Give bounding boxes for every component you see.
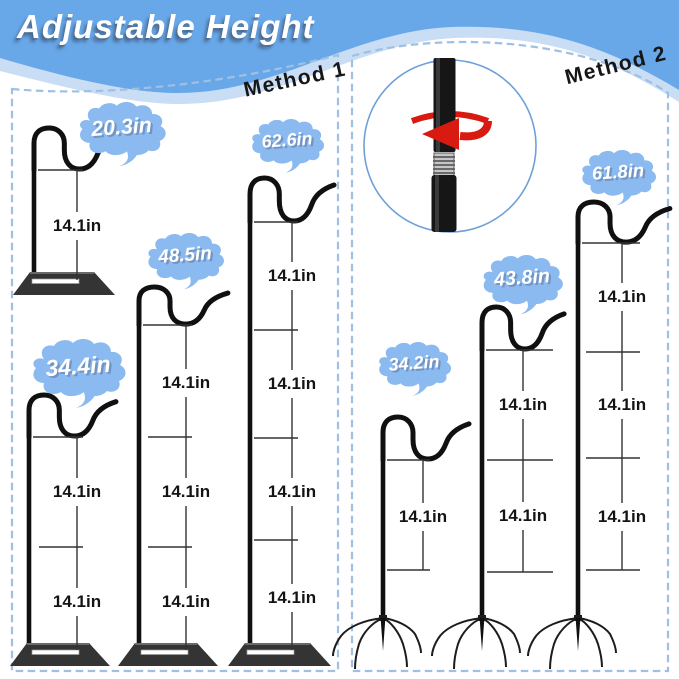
- measure-m1-h20: [38, 169, 83, 280]
- segment-length-label: 14.1in: [267, 266, 317, 285]
- segment-length-label: 14.1in: [52, 216, 102, 235]
- base-plate: [118, 643, 218, 666]
- hook-head: [575, 199, 673, 246]
- hook-head: [380, 414, 472, 463]
- height-value: 34.2in: [387, 351, 441, 375]
- shepherd-hook-m1-h62: [228, 175, 337, 666]
- height-callout-m1-h48: 48.5in: [144, 233, 226, 290]
- threaded-joint-icon: [433, 152, 455, 177]
- cloud-shape: [252, 119, 325, 173]
- segment-length-label: 14.1in: [398, 507, 448, 526]
- height-callout-m1-h34: 34.4in: [28, 339, 128, 409]
- stake-spike: [479, 618, 485, 651]
- cloud-shape: [79, 101, 166, 167]
- segment-length-label: 14.1in: [597, 507, 647, 526]
- segment-length-label: 14.1in: [267, 482, 317, 501]
- height-value: 61.8in: [591, 158, 645, 184]
- segment-length-label: 14.1in: [597, 395, 647, 414]
- shepherd-hook-m1-h34: [10, 392, 119, 666]
- plate-foot-bar: [31, 278, 80, 284]
- segment-length-label: 14.1in: [498, 395, 548, 414]
- header-wave-main: [0, 0, 679, 93]
- height-value: 20.3in: [89, 112, 153, 142]
- hook-head: [136, 284, 231, 328]
- cloud-shape: [379, 342, 452, 396]
- height-callout-m1-h62: 62.6in: [248, 119, 326, 174]
- segment-length-label: 14.1in: [267, 588, 317, 607]
- cloud-shape: [148, 233, 224, 290]
- shepherd-hook-m1-h20: [13, 125, 124, 295]
- shepherd-hook-m2-h43: [431, 304, 567, 670]
- plate-foot-bar: [246, 649, 295, 655]
- height-value: 34.4in: [44, 350, 112, 382]
- height-value: 43.8in: [493, 264, 551, 291]
- base-plate: [228, 643, 331, 666]
- shepherd-hook-m1-h48: [118, 284, 231, 666]
- hook-head: [479, 304, 567, 353]
- segment-length-label: 14.1in: [498, 506, 548, 525]
- shepherd-hook-m2-h61: [527, 199, 673, 670]
- plate-foot-bar: [140, 649, 189, 655]
- plate-foot-bar: [31, 649, 80, 655]
- lower-pole: [431, 175, 457, 232]
- segment-length-label: 14.1in: [161, 592, 211, 611]
- rotate-arrow-front: [459, 120, 492, 141]
- rotate-arrow-head-icon: [422, 118, 459, 150]
- measure-m2-h34: [387, 459, 430, 571]
- height-callout-m1-h20: 20.3in: [75, 101, 168, 167]
- measure-m2-h43: [486, 349, 553, 573]
- segment-length-label: 14.1in: [161, 482, 211, 501]
- panel-method2-border: [350, 40, 670, 673]
- stake-spike: [380, 618, 386, 651]
- hook-head: [26, 392, 119, 440]
- panel-method1-border: [10, 53, 340, 673]
- measure-m1-h48: [143, 324, 192, 650]
- height-callout-m2-h61: 61.8in: [578, 149, 658, 206]
- segment-length-label: 14.1in: [52, 592, 102, 611]
- pole-connection-detail: [363, 58, 537, 233]
- measure-m2-h61: [582, 242, 640, 571]
- base-plate: [13, 272, 115, 295]
- height-value: 48.5in: [157, 242, 213, 267]
- segment-length-label: 14.1in: [597, 287, 647, 306]
- cloud-shape: [33, 339, 126, 408]
- cloud-shape: [483, 254, 563, 315]
- segment-length-label: 14.1in: [267, 374, 317, 393]
- hook-head: [247, 175, 337, 225]
- shepherd-hook-m2-h34: [332, 414, 472, 670]
- stake-spike: [575, 618, 581, 651]
- measure-m1-h62: [254, 221, 298, 650]
- measure-m1-h34: [33, 436, 83, 650]
- page-title: Adjustable Height: [17, 8, 315, 45]
- segment-length-label: 14.1in: [161, 373, 211, 392]
- ground-stake: [431, 615, 521, 670]
- base-plate: [10, 643, 110, 666]
- ground-stake: [527, 615, 617, 670]
- ground-stake: [332, 615, 422, 670]
- height-callout-m2-h34: 34.2in: [375, 342, 453, 397]
- height-callout-m2-h43: 43.8in: [479, 254, 565, 315]
- segment-length-label: 14.1in: [52, 482, 102, 501]
- header-wave: [0, 0, 679, 104]
- height-value: 62.6in: [260, 128, 314, 152]
- cloud-shape: [582, 149, 656, 205]
